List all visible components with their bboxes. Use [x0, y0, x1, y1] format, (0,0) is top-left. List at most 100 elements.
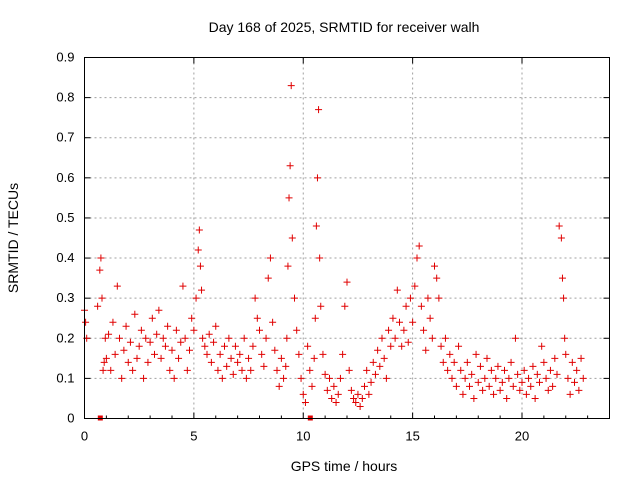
data-point [345, 366, 353, 374]
data-point [391, 334, 399, 342]
data-point [525, 374, 533, 382]
data-point [564, 374, 572, 382]
data-point [428, 334, 436, 342]
data-point [310, 354, 318, 362]
data-point [579, 374, 587, 382]
data-point [393, 286, 401, 294]
data-point [492, 374, 500, 382]
data-point [234, 358, 242, 366]
data-point [531, 394, 539, 402]
data-point [361, 382, 368, 390]
data-point [319, 350, 327, 358]
data-point [299, 390, 307, 398]
data-point [378, 334, 386, 342]
data-point [100, 358, 108, 366]
x-tick-label: 10 [296, 429, 310, 444]
data-point [544, 386, 552, 394]
data-point [389, 314, 397, 322]
data-point [308, 382, 316, 390]
data-point [566, 390, 574, 398]
data-point [190, 326, 198, 334]
data-point [387, 342, 395, 350]
data-point [426, 314, 434, 322]
data-point [481, 374, 489, 382]
data-point [514, 370, 522, 378]
data-point [441, 334, 449, 342]
data-point [203, 350, 211, 358]
data-point [538, 342, 546, 350]
data-point [225, 334, 233, 342]
data-point [343, 278, 351, 286]
data-point [175, 354, 183, 362]
data-point [135, 342, 143, 350]
data-point [312, 222, 320, 230]
data-point [196, 262, 204, 270]
data-point [546, 366, 554, 374]
data-point [258, 350, 266, 358]
data-point [153, 330, 161, 338]
data-point [179, 282, 187, 290]
data-point [170, 374, 178, 382]
data-point [328, 394, 336, 402]
data-point [105, 330, 113, 338]
data-point [422, 346, 430, 354]
data-point [536, 378, 543, 386]
data-point [549, 382, 557, 390]
data-point [195, 226, 203, 234]
data-point [198, 286, 206, 294]
data-point [271, 346, 279, 354]
data-point [245, 354, 253, 362]
data-point [409, 318, 417, 326]
data-point [446, 350, 454, 358]
y-tick-label: 0.6 [56, 170, 74, 185]
grid-lines [84, 57, 610, 419]
data-point [573, 366, 581, 374]
data-point [494, 362, 502, 370]
data-point [301, 398, 309, 406]
data-point [183, 366, 191, 374]
data-point [503, 394, 511, 402]
data-point [439, 358, 447, 366]
data-point [420, 326, 428, 334]
data-point [402, 302, 410, 310]
data-point [249, 342, 257, 350]
data-point [311, 314, 319, 322]
data-point [151, 350, 158, 358]
data-point [522, 390, 530, 398]
data-point [321, 370, 329, 378]
data-point [448, 374, 456, 382]
data-point [194, 246, 202, 254]
data-point [380, 354, 388, 362]
data-point [323, 386, 331, 394]
data-point [527, 382, 535, 390]
data-point [264, 274, 272, 282]
data-point [124, 358, 132, 366]
data-point [137, 326, 145, 334]
data-point [452, 382, 460, 390]
data-point [369, 358, 377, 366]
data-point [474, 378, 482, 386]
data-point [472, 350, 480, 358]
data-point [406, 294, 414, 302]
data-point [341, 302, 349, 310]
data-point [140, 374, 148, 382]
data-point [352, 398, 360, 406]
data-point [354, 390, 362, 398]
data-point [431, 262, 438, 270]
data-point [365, 390, 373, 398]
data-point [221, 342, 228, 350]
data-point [411, 282, 419, 290]
data-point [129, 366, 137, 374]
data-point [291, 294, 298, 302]
data-point [236, 350, 244, 358]
data-point [282, 362, 290, 370]
data-point [553, 370, 561, 378]
data-point [155, 306, 163, 314]
data-point [210, 338, 218, 346]
y-tick-label: 0.7 [56, 130, 74, 145]
data-point [293, 326, 301, 334]
data-point [334, 390, 342, 398]
data-point [501, 366, 508, 374]
data-point [283, 334, 291, 342]
